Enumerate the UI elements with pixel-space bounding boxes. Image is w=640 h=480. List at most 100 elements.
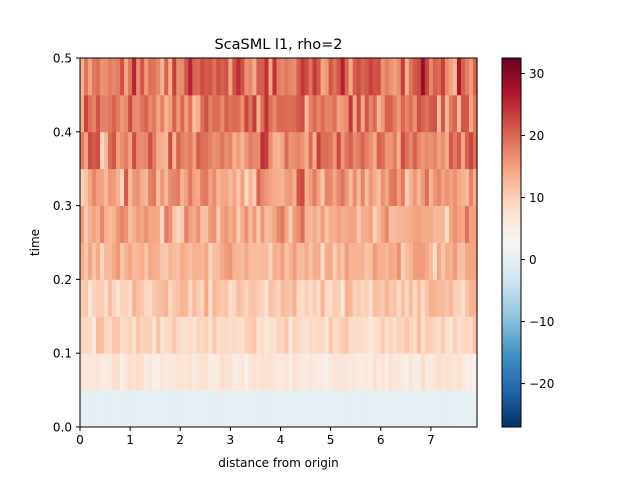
heatmap-cell <box>104 58 109 96</box>
heatmap-cell <box>224 94 229 133</box>
heatmap-cell <box>320 316 326 354</box>
heatmap-cell <box>348 131 354 170</box>
heatmap-cell <box>432 390 438 428</box>
heatmap-cell <box>296 168 302 206</box>
heatmap-cell <box>300 58 306 96</box>
heatmap-cell <box>448 58 454 96</box>
heatmap-cell <box>96 353 101 391</box>
heatmap-cell <box>96 316 101 354</box>
heatmap-cell <box>128 316 133 354</box>
heatmap-cell <box>404 316 410 354</box>
heatmap-cell <box>132 390 137 428</box>
heatmap-cell <box>180 316 185 354</box>
heatmap-cell <box>396 316 402 354</box>
heatmap-cell <box>260 94 266 133</box>
heatmap-cell <box>144 316 149 354</box>
heatmap-cell <box>352 353 358 391</box>
heatmap-cell <box>220 205 225 243</box>
heatmap-cell <box>320 58 326 96</box>
heatmap-cell <box>412 316 418 354</box>
heatmap-cell <box>200 94 205 133</box>
colorbar-tick-label: −10 <box>529 315 554 329</box>
colorbar-axis: −20 −10 0 10 20 30 <box>521 67 554 391</box>
x-tick-label: 3 <box>227 433 235 447</box>
heatmap-cell <box>284 242 290 280</box>
heatmap-cell <box>420 94 426 133</box>
heatmap-cell <box>236 279 242 317</box>
heatmap-cell <box>148 131 153 170</box>
heatmap-cell <box>336 316 342 354</box>
heatmap-cell <box>280 279 286 317</box>
plot-area-frame <box>79 57 478 428</box>
heatmap-cell <box>472 94 478 133</box>
heatmap-cell <box>420 58 426 96</box>
heatmap-cell <box>168 94 173 133</box>
heatmap-cell <box>368 131 374 170</box>
heatmap-cell <box>384 94 390 133</box>
heatmap-cell <box>308 353 314 391</box>
heatmap-cell <box>376 58 382 96</box>
heatmap-cell <box>128 58 133 96</box>
heatmap-cell <box>364 131 370 170</box>
heatmap-cell <box>236 353 242 391</box>
heatmap-cell <box>388 168 394 206</box>
heatmap-cell <box>192 168 197 206</box>
heatmap-cell <box>172 94 177 133</box>
heatmap-cell <box>472 353 478 391</box>
heatmap-cell <box>92 390 97 428</box>
heatmap-cell <box>288 168 294 206</box>
heatmap-cell <box>324 242 330 280</box>
heatmap-cell <box>236 205 242 243</box>
heatmap-cell <box>104 168 109 206</box>
heatmap-cell <box>188 316 193 354</box>
heatmap-cell <box>392 94 398 133</box>
heatmap-cell <box>120 242 125 280</box>
heatmap-cell <box>332 94 338 133</box>
heatmap-cell <box>220 390 225 428</box>
heatmap-cell <box>136 94 141 133</box>
heatmap-cell <box>440 242 446 280</box>
heatmap-cell <box>104 94 109 133</box>
heatmap-cell <box>388 205 394 243</box>
heatmap-cell <box>196 131 201 170</box>
heatmap-cell <box>280 94 286 133</box>
heatmap-cell <box>300 279 306 317</box>
heatmap-cell <box>412 390 418 428</box>
heatmap-cell <box>308 94 314 133</box>
heatmap-cell <box>232 168 237 206</box>
heatmap-cell <box>472 131 478 170</box>
heatmap-cell <box>300 316 306 354</box>
heatmap-cell <box>400 131 406 170</box>
heatmap-cell <box>448 279 454 317</box>
heatmap-cell <box>272 242 278 280</box>
heatmap-cell <box>440 94 446 133</box>
heatmap-cell <box>452 353 458 391</box>
heatmap-cell <box>444 94 450 133</box>
heatmap-cell <box>108 131 113 170</box>
heatmap-cell <box>304 131 310 170</box>
heatmap-cell <box>296 131 302 170</box>
heatmap-cell <box>140 58 145 96</box>
heatmap-cell <box>284 205 290 243</box>
heatmap-cell <box>336 279 342 317</box>
heatmap-cell <box>460 205 466 243</box>
heatmap-cell <box>136 279 141 317</box>
heatmap-cell <box>144 168 149 206</box>
heatmap-cell <box>344 131 350 170</box>
heatmap-cell <box>468 242 474 280</box>
heatmap-cell <box>396 205 402 243</box>
heatmap-cell <box>180 353 185 391</box>
heatmap-cell <box>372 58 378 96</box>
heatmap-cell <box>124 168 129 206</box>
heatmap-cell <box>384 279 390 317</box>
heatmap-cell <box>332 131 338 170</box>
heatmap-cell <box>360 94 366 133</box>
heatmap-cell <box>368 58 374 96</box>
heatmap-cell <box>148 58 153 96</box>
heatmap-cell <box>388 279 394 317</box>
heatmap-cell <box>348 353 354 391</box>
heatmap-cell <box>388 58 394 96</box>
heatmap-cell <box>204 94 209 133</box>
heatmap-cell <box>228 131 233 170</box>
heatmap-cell <box>368 353 374 391</box>
